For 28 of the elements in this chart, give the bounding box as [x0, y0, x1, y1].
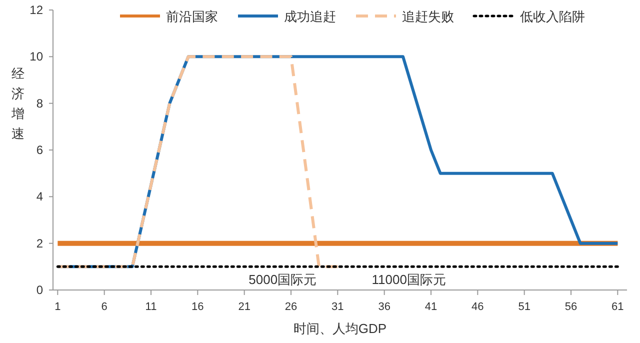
x-tick-label: 6: [101, 301, 108, 313]
x-tick-label: 56: [564, 301, 578, 313]
x-tick-label: 11: [145, 301, 157, 313]
x-axis-title: 时间、人均GDP: [293, 321, 387, 336]
annotation: 11000国际元: [372, 272, 446, 287]
x-tick-label: 26: [284, 301, 298, 313]
y-tick-label: 4: [36, 190, 44, 204]
legend-label: 前沿国家: [166, 9, 218, 24]
x-tick-label: 51: [518, 301, 530, 313]
x-tick-label: 41: [424, 301, 438, 313]
x-tick-label: 46: [472, 301, 484, 313]
y-tick-label: 2: [36, 236, 44, 250]
y-tick-label: 0: [36, 283, 44, 297]
x-tick-label: 1: [54, 301, 61, 313]
y-tick-label: 6: [36, 143, 44, 157]
y-tick-label: 12: [30, 3, 44, 17]
x-tick-label: 31: [332, 301, 344, 313]
x-tick-label: 36: [378, 301, 390, 313]
annotation: 5000国际元: [248, 272, 317, 287]
legend-label: 成功追赶: [284, 9, 336, 24]
x-tick-label: 61: [612, 301, 624, 313]
x-tick-label: 21: [238, 301, 250, 313]
y-tick-label: 10: [30, 50, 44, 64]
x-tick-label: 16: [192, 301, 204, 313]
y-axis-title: 经济增速: [10, 66, 24, 141]
legend-label: 低收入陷阱: [520, 9, 585, 24]
legend-label: 追赶失败: [402, 9, 454, 24]
y-tick-label: 8: [36, 96, 44, 110]
